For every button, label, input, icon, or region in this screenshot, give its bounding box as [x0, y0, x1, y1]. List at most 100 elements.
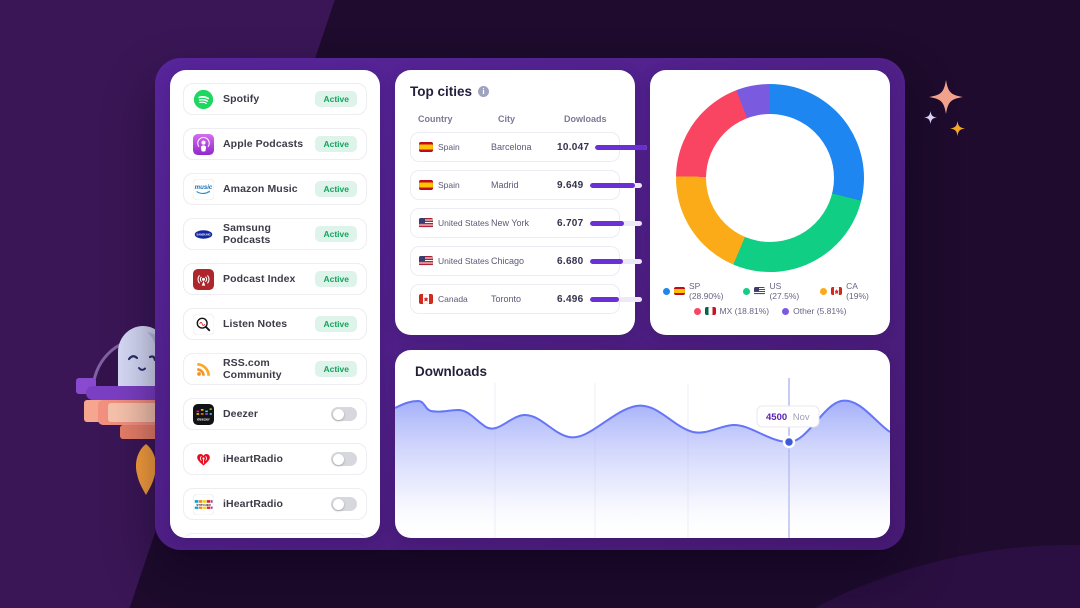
- city-name: Toronto: [491, 294, 522, 304]
- column-city: City: [498, 114, 516, 124]
- platform-toggle[interactable]: [331, 407, 357, 421]
- tooltip-unit: Nov: [793, 412, 810, 423]
- legend-label: Other (5.81%): [793, 306, 847, 316]
- spain-flag-icon: [674, 287, 685, 295]
- donut-chart: [676, 84, 864, 272]
- downloads-area-chart: 4500 Nov: [395, 378, 890, 538]
- legend-dot: [820, 287, 828, 295]
- platform-name: Listen Notes: [223, 318, 288, 330]
- downloads-value: 6.680: [557, 255, 584, 267]
- downloads-panel: Downloads 4500 Nov: [395, 350, 890, 538]
- city-name: Madrid: [491, 180, 519, 190]
- platform-name: RSS.com Community: [223, 357, 282, 381]
- toggle-knob: [332, 498, 344, 510]
- status-badge: Active: [315, 91, 357, 107]
- table-row: United States Chicago 6.680: [410, 246, 642, 276]
- platform-row-stitcher[interactable]: STITCHER iHeartRadio: [183, 488, 367, 520]
- status-badge: Active: [315, 226, 357, 242]
- area-fill: [395, 400, 890, 538]
- info-icon[interactable]: i: [478, 86, 490, 97]
- platform-toggle[interactable]: [331, 452, 357, 466]
- platform-row-amazon-music[interactable]: music Amazon Music Active: [183, 173, 367, 205]
- legend-dot: [743, 287, 751, 295]
- apple-podcasts-icon: [193, 133, 214, 155]
- platform-row-iheartradio[interactable]: iHeartRadio: [183, 443, 367, 475]
- dashboard-container: Spotify Active Apple Podcasts Active mus…: [155, 58, 905, 550]
- top-cities-title: Top cities: [410, 84, 473, 99]
- country-name: Spain: [438, 180, 460, 190]
- background-circle-shape: [520, 545, 1080, 608]
- rss-icon: [193, 358, 214, 380]
- city-name: Chicago: [491, 256, 525, 266]
- spotify-icon: [193, 89, 214, 110]
- us-flag-icon: [754, 287, 766, 295]
- iheartradio-icon: [193, 448, 214, 470]
- platforms-panel: Spotify Active Apple Podcasts Active mus…: [170, 70, 380, 538]
- stitcher-icon: STITCHER: [193, 493, 214, 515]
- canada-flag-icon: [831, 287, 843, 295]
- listen-notes-icon: [193, 313, 214, 335]
- status-badge: Active: [315, 271, 357, 287]
- legend-item: MX (18.81%): [693, 306, 769, 316]
- platform-row-partial: [183, 533, 367, 538]
- platform-row-podcast-index[interactable]: Podcast Index Active: [183, 263, 367, 295]
- table-row: Canada Toronto 6.496: [410, 284, 642, 314]
- platform-name: Apple Podcasts: [223, 138, 304, 150]
- podcast-index-icon: [193, 268, 214, 290]
- platform-name: Samsung Podcasts: [223, 222, 271, 246]
- column-country: Country: [418, 114, 453, 124]
- platform-row-listen-notes[interactable]: Listen Notes Active: [183, 308, 367, 340]
- table-row: Spain Barcelona 10.047: [410, 132, 648, 162]
- country-name: United States: [438, 218, 490, 228]
- donut-legend-row-2: MX (18.81%) Other (5.81%): [663, 306, 877, 316]
- toggle-knob: [332, 453, 344, 465]
- amazon-music-icon: music: [193, 178, 214, 200]
- downloads-bar: [589, 258, 642, 264]
- sparkle-star-small-icon: [924, 111, 937, 124]
- spain-flag-icon: [419, 142, 433, 152]
- downloads-value: 6.707: [557, 217, 584, 229]
- sparkle-star-icon: [929, 80, 963, 114]
- legend-dot: [782, 307, 790, 315]
- platform-toggle[interactable]: [331, 497, 357, 511]
- platform-name: Deezer: [223, 408, 259, 420]
- platform-row-samsung-podcasts[interactable]: SAMSUNG Samsung Podcasts Active: [183, 218, 367, 250]
- us-flag-icon: [419, 256, 433, 266]
- table-header: Country City Dowloads: [410, 114, 620, 124]
- platform-name: Podcast Index: [223, 273, 296, 285]
- legend-label: CA (19%): [846, 281, 869, 301]
- platform-row-deezer[interactable]: deezer Deezer: [183, 398, 367, 430]
- status-badge: Active: [315, 136, 357, 152]
- legend-item: CA (19%): [820, 281, 877, 301]
- city-name: New York: [491, 218, 530, 228]
- column-downloads: Dowloads: [564, 114, 607, 124]
- canada-flag-icon: [419, 294, 433, 304]
- status-badge: Active: [315, 361, 357, 377]
- table-row: Spain Madrid 9.649: [410, 170, 642, 200]
- downloads-value: 6.496: [557, 293, 584, 305]
- platform-row-rss-community[interactable]: RSS.com Community Active: [183, 353, 367, 385]
- samsung-icon: SAMSUNG: [193, 223, 214, 245]
- svg-text:4500 Nov: 4500 Nov: [766, 412, 810, 423]
- platform-name: Spotify: [223, 93, 260, 105]
- status-badge: Active: [315, 181, 357, 197]
- downloads-bar: [589, 220, 642, 226]
- downloads-value: 9.649: [557, 179, 584, 191]
- svg-text:SAMSUNG: SAMSUNG: [196, 232, 210, 236]
- platform-row-apple-podcasts[interactable]: Apple Podcasts Active: [183, 128, 367, 160]
- legend-dot: [693, 307, 701, 315]
- chart-tooltip: 4500 Nov: [756, 405, 820, 428]
- legend-label: US (27.5%): [769, 281, 800, 301]
- tooltip-value: 4500: [766, 412, 787, 423]
- downloads-bar: [589, 296, 642, 302]
- svg-text:STITCHER: STITCHER: [196, 502, 211, 506]
- platform-row-spotify[interactable]: Spotify Active: [183, 83, 367, 115]
- country-name: Spain: [438, 142, 460, 152]
- svg-text:music: music: [195, 184, 213, 191]
- deezer-icon: deezer: [193, 403, 214, 425]
- platform-name: iHeartRadio: [223, 453, 284, 465]
- mexico-flag-icon: [704, 307, 716, 315]
- legend-dot: [663, 287, 670, 295]
- platform-name: iHeartRadio: [223, 498, 284, 510]
- chart-data-point[interactable]: [782, 435, 796, 449]
